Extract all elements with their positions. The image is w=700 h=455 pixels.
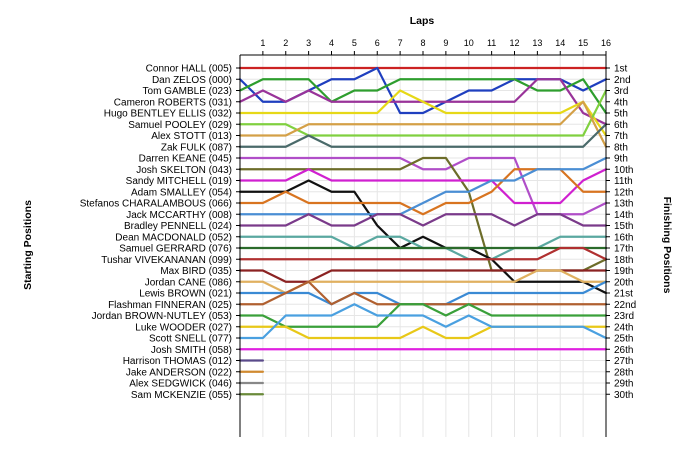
x-tick-label: 12 [509, 38, 519, 48]
starting-position-label: Harrison THOMAS (012) [123, 356, 232, 367]
finishing-position-label: 3rd [614, 86, 628, 97]
x-tick-label: 1 [260, 38, 265, 48]
starting-position-label: Scott SNELL (077) [149, 334, 232, 345]
driver-position-line [238, 246, 608, 261]
finishing-position-label: 2nd [614, 75, 631, 86]
finishing-position-label: 30th [614, 390, 633, 401]
starting-position-label: Max BIRD (035) [160, 266, 232, 277]
finishing-position-label: 20th [614, 277, 633, 288]
starting-position-label: Jake ANDERSON (022) [126, 367, 232, 378]
driver-position-line [238, 89, 608, 137]
finishing-position-label: 16th [614, 232, 633, 243]
driver-position-line [238, 78, 608, 115]
driver-position-line [238, 89, 608, 137]
finishing-position-label: 4th [614, 97, 628, 108]
starting-position-label: Tom GAMBLE (023) [143, 86, 232, 97]
x-tick-label: 15 [578, 38, 588, 48]
starting-position-label: Darren KEANE (045) [139, 154, 232, 165]
x-tick-label: 9 [443, 38, 448, 48]
finishing-position-label: 26th [614, 345, 633, 356]
starting-position-label: Tushar VIVEKANANAN (099) [101, 255, 232, 266]
x-tick-label: 2 [283, 38, 288, 48]
finishing-position-label: 22nd [614, 300, 636, 311]
x-tick-label: 5 [352, 38, 357, 48]
starting-position-label: Connor HALL (005) [146, 64, 232, 75]
driver-position-line [238, 303, 608, 340]
starting-position-label: Josh SKELTON (043) [136, 165, 232, 176]
finishing-position-label: 6th [614, 120, 628, 131]
finishing-position-label: 27th [614, 356, 633, 367]
starting-position-label: Flashman FINNERAN (025) [108, 300, 232, 311]
x-tick-label: 7 [398, 38, 403, 48]
driver-position-line [238, 168, 608, 205]
driver-position-line [238, 213, 608, 227]
finishing-position-label: 21st [614, 289, 633, 300]
frame-layer [236, 51, 610, 437]
x-tick-label: 6 [375, 38, 380, 48]
finishing-position-label: 18th [614, 255, 633, 266]
starting-position-label: Bradley PENNELL (024) [124, 221, 232, 232]
finishing-position-label: 1st [614, 64, 628, 75]
x-tick-label: 8 [420, 38, 425, 48]
finishing-position-label: 10th [614, 165, 633, 176]
y-axis-title-right: Finishing Positions [661, 197, 673, 294]
starting-position-label: Hugo BENTLEY ELLIS (032) [104, 109, 232, 120]
finishing-position-label: 12th [614, 187, 633, 198]
driver-position-line [238, 123, 608, 148]
x-tick-label: 16 [601, 38, 611, 48]
starting-position-label: Jordan CANE (086) [145, 277, 232, 288]
finishing-position-label: 17th [614, 244, 633, 255]
starting-position-label: Samuel GERRARD (076) [119, 244, 232, 255]
starting-position-label: Zak FULK (087) [161, 142, 232, 153]
x-tick-label: 4 [329, 38, 334, 48]
starting-position-label: Dan ZELOS (000) [152, 75, 232, 86]
finishing-position-label: 13th [614, 199, 633, 210]
finishing-position-label: 25th [614, 334, 633, 345]
label-layer: Laps Starting Positions Finishing Positi… [22, 15, 673, 401]
x-tick-label: 10 [464, 38, 474, 48]
x-tick-label: 11 [487, 38, 496, 48]
y-axis-title-left: Starting Positions [22, 200, 34, 290]
finishing-position-label: 28th [614, 367, 633, 378]
finishing-position-label: 5th [614, 109, 628, 120]
finishing-position-label: 11th [614, 176, 633, 187]
finishing-position-label: 24th [614, 322, 633, 333]
finishing-position-label: 14th [614, 210, 633, 221]
finishing-position-label: 7th [614, 131, 628, 142]
starting-position-label: Sandy MITCHELL (019) [126, 176, 232, 187]
finishing-position-label: 23rd [614, 311, 634, 322]
starting-position-label: Luke WOODER (027) [135, 322, 232, 333]
starting-position-label: Adam SMALLEY (054) [131, 187, 232, 198]
starting-position-label: Sam MCKENZIE (055) [131, 390, 232, 401]
driver-position-line [238, 100, 608, 148]
starting-position-label: Jack MCCARTHY (008) [126, 210, 232, 221]
series-layer [238, 66, 608, 396]
finishing-position-label: 19th [614, 266, 633, 277]
starting-position-label: Alex STOTT (013) [151, 131, 232, 142]
driver-position-line [238, 179, 608, 295]
driver-position-line [238, 156, 608, 216]
x-tick-label: 14 [555, 38, 565, 48]
finishing-position-label: 9th [614, 154, 628, 165]
starting-position-label: Samuel POOLEY (029) [128, 120, 232, 131]
starting-position-label: Alex SEDGWICK (046) [129, 379, 232, 390]
finishing-position-label: 15th [614, 221, 633, 232]
starting-position-label: Dean MACDONALD (052) [115, 232, 232, 243]
x-axis-title: Laps [410, 15, 435, 27]
driver-position-line [238, 303, 608, 328]
finishing-position-label: 8th [614, 142, 628, 153]
x-tick-label: 3 [306, 38, 311, 48]
x-tick-label: 13 [532, 38, 542, 48]
starting-position-label: Cameron ROBERTS (031) [114, 97, 232, 108]
starting-position-label: Josh SMITH (058) [151, 345, 232, 356]
starting-position-label: Stefanos CHARALAMBOUS (066) [80, 199, 232, 210]
starting-position-label: Jordan BROWN-NUTLEY (053) [92, 311, 232, 322]
starting-position-label: Lewis BROWN (021) [139, 289, 232, 300]
finishing-position-label: 29th [614, 379, 633, 390]
